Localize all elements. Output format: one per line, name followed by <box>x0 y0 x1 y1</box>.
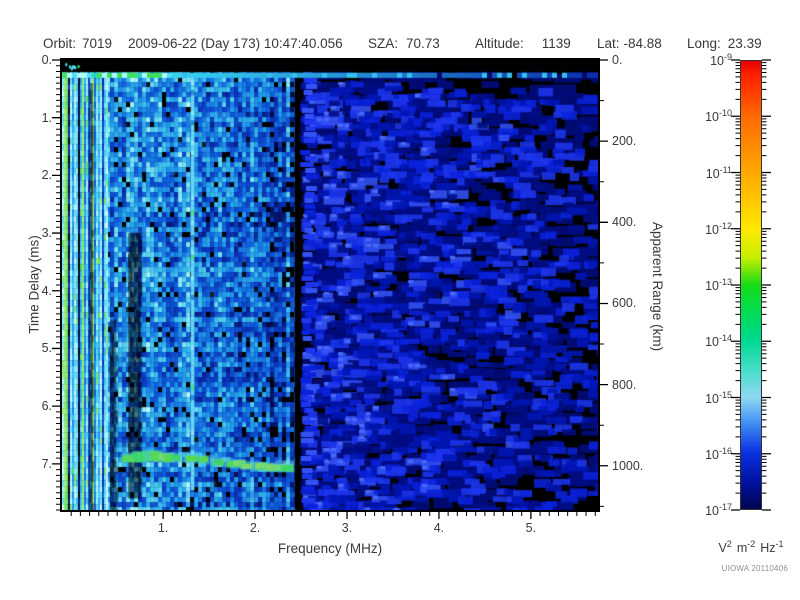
watermark: UIOWA 20110406 <box>721 564 788 573</box>
orbit-label: Orbit: <box>43 36 77 51</box>
y2-tick-label: 0. <box>612 53 623 67</box>
header-status-line: Orbit: 7019 2009-06-22 (Day 173) 10:47:40… <box>0 36 800 52</box>
y-tick-label: 2. <box>41 168 52 183</box>
x-tick-label: 4. <box>433 521 445 535</box>
plot-frame <box>60 58 600 512</box>
colorbar-tick-label: 10-13 <box>705 277 732 294</box>
colorbar-tick-label: 10-15 <box>705 389 732 406</box>
datetime-field: 2009-06-22 (Day 173) 10:47:40.056 <box>128 36 343 51</box>
y-tick-label: 7. <box>41 456 52 471</box>
long-field: Long: 23.39 <box>687 36 762 51</box>
x-tick-label: 1. <box>157 521 169 535</box>
altitude-field: Altitude: 1139 <box>475 36 571 51</box>
colorbar-tick-label: 10-16 <box>705 445 732 462</box>
y2-tick-label: 200. <box>612 134 637 149</box>
sza-label: SZA: <box>368 36 399 51</box>
y2-tick-label: 400. <box>612 215 637 230</box>
spectrogram-heatmap <box>62 60 598 510</box>
x-tick-label: 2. <box>249 521 261 535</box>
lat-label: Lat: <box>597 36 620 51</box>
colorbar <box>740 60 762 510</box>
y2-tick-label: 800. <box>612 377 637 392</box>
y-tick-label: 1. <box>41 110 52 125</box>
colorbar-unit-label: V2 m-2 Hz-1 <box>718 539 784 556</box>
colorbar-tick-label: 10-9 <box>710 52 732 69</box>
sza-value: 70.73 <box>406 36 440 51</box>
orbit-value: 7019 <box>82 36 113 51</box>
x-tick-label: 3. <box>341 521 353 535</box>
y2-tick-label: 600. <box>612 296 637 311</box>
colorbar-tick-label: 10-12 <box>705 220 732 237</box>
lat-field: Lat: -84.88 <box>597 36 662 51</box>
orbit-field: Orbit: 7019 <box>43 36 112 51</box>
altitude-label: Altitude: <box>475 36 524 51</box>
long-label: Long: <box>687 36 721 51</box>
x-tick-label: 5. <box>525 521 537 535</box>
altitude-value: 1139 <box>541 36 571 51</box>
y-tick-label: 5. <box>41 341 52 356</box>
y2-axis-title: Apparent Range (km) <box>650 222 665 352</box>
y2-tick-label: 1000. <box>612 458 644 473</box>
y-tick-label: 0. <box>41 53 52 67</box>
colorbar-tick-label: 10-14 <box>705 333 732 350</box>
sza-field: SZA: 70.73 <box>368 36 440 51</box>
datetime-value: 2009-06-22 (Day 173) 10:47:40.056 <box>128 36 343 51</box>
y-tick-label: 6. <box>41 399 52 414</box>
y-tick-label: 3. <box>41 226 52 241</box>
lat-value: -84.88 <box>623 36 662 51</box>
colorbar-tick-label: 10-11 <box>705 164 732 181</box>
long-value: 23.39 <box>727 36 762 51</box>
x-axis-title: Frequency (MHz) <box>277 541 383 556</box>
colorbar-tick-label: 10-10 <box>705 108 732 125</box>
y-tick-label: 4. <box>41 283 52 298</box>
colorbar-tick-label: 10-17 <box>705 502 732 519</box>
